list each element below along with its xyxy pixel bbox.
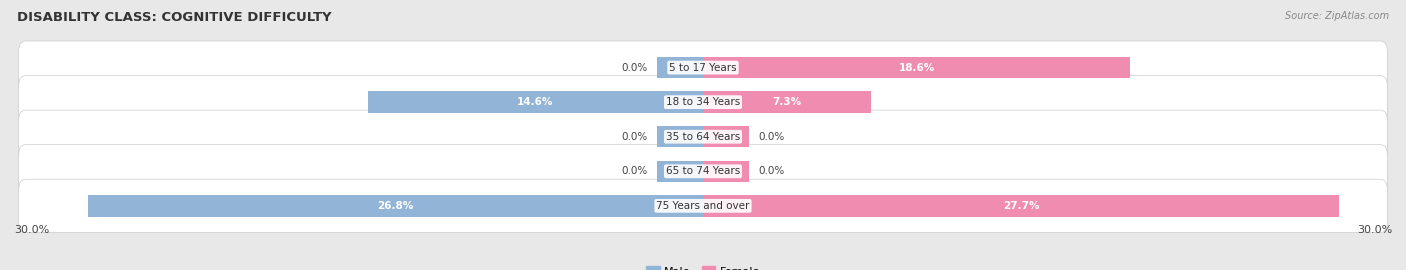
- Text: 7.3%: 7.3%: [772, 97, 801, 107]
- Text: 5 to 17 Years: 5 to 17 Years: [669, 63, 737, 73]
- Legend: Male, Female: Male, Female: [641, 262, 765, 270]
- Text: DISABILITY CLASS: COGNITIVE DIFFICULTY: DISABILITY CLASS: COGNITIVE DIFFICULTY: [17, 11, 332, 24]
- FancyBboxPatch shape: [18, 145, 1388, 198]
- FancyBboxPatch shape: [18, 41, 1388, 94]
- Text: 35 to 64 Years: 35 to 64 Years: [666, 132, 740, 142]
- Text: 0.0%: 0.0%: [621, 63, 648, 73]
- Text: 26.8%: 26.8%: [377, 201, 413, 211]
- Text: 27.7%: 27.7%: [1002, 201, 1039, 211]
- FancyBboxPatch shape: [18, 179, 1388, 232]
- FancyBboxPatch shape: [18, 76, 1388, 129]
- Text: 18.6%: 18.6%: [898, 63, 935, 73]
- Bar: [703, 57, 1130, 78]
- Bar: [703, 92, 870, 113]
- FancyBboxPatch shape: [18, 110, 1388, 163]
- Text: 0.0%: 0.0%: [758, 132, 785, 142]
- Bar: [657, 126, 703, 147]
- Bar: [703, 195, 1339, 217]
- Text: 30.0%: 30.0%: [1357, 225, 1392, 235]
- Text: 30.0%: 30.0%: [14, 225, 49, 235]
- Bar: [703, 126, 749, 147]
- Bar: [657, 57, 703, 78]
- Text: 65 to 74 Years: 65 to 74 Years: [666, 166, 740, 176]
- Text: 0.0%: 0.0%: [621, 132, 648, 142]
- Text: 14.6%: 14.6%: [517, 97, 554, 107]
- Bar: [87, 195, 703, 217]
- Text: 75 Years and over: 75 Years and over: [657, 201, 749, 211]
- Bar: [703, 161, 749, 182]
- Bar: [657, 161, 703, 182]
- Text: 0.0%: 0.0%: [621, 166, 648, 176]
- Bar: [368, 92, 703, 113]
- Text: 18 to 34 Years: 18 to 34 Years: [666, 97, 740, 107]
- Text: 0.0%: 0.0%: [758, 166, 785, 176]
- Text: Source: ZipAtlas.com: Source: ZipAtlas.com: [1285, 11, 1389, 21]
